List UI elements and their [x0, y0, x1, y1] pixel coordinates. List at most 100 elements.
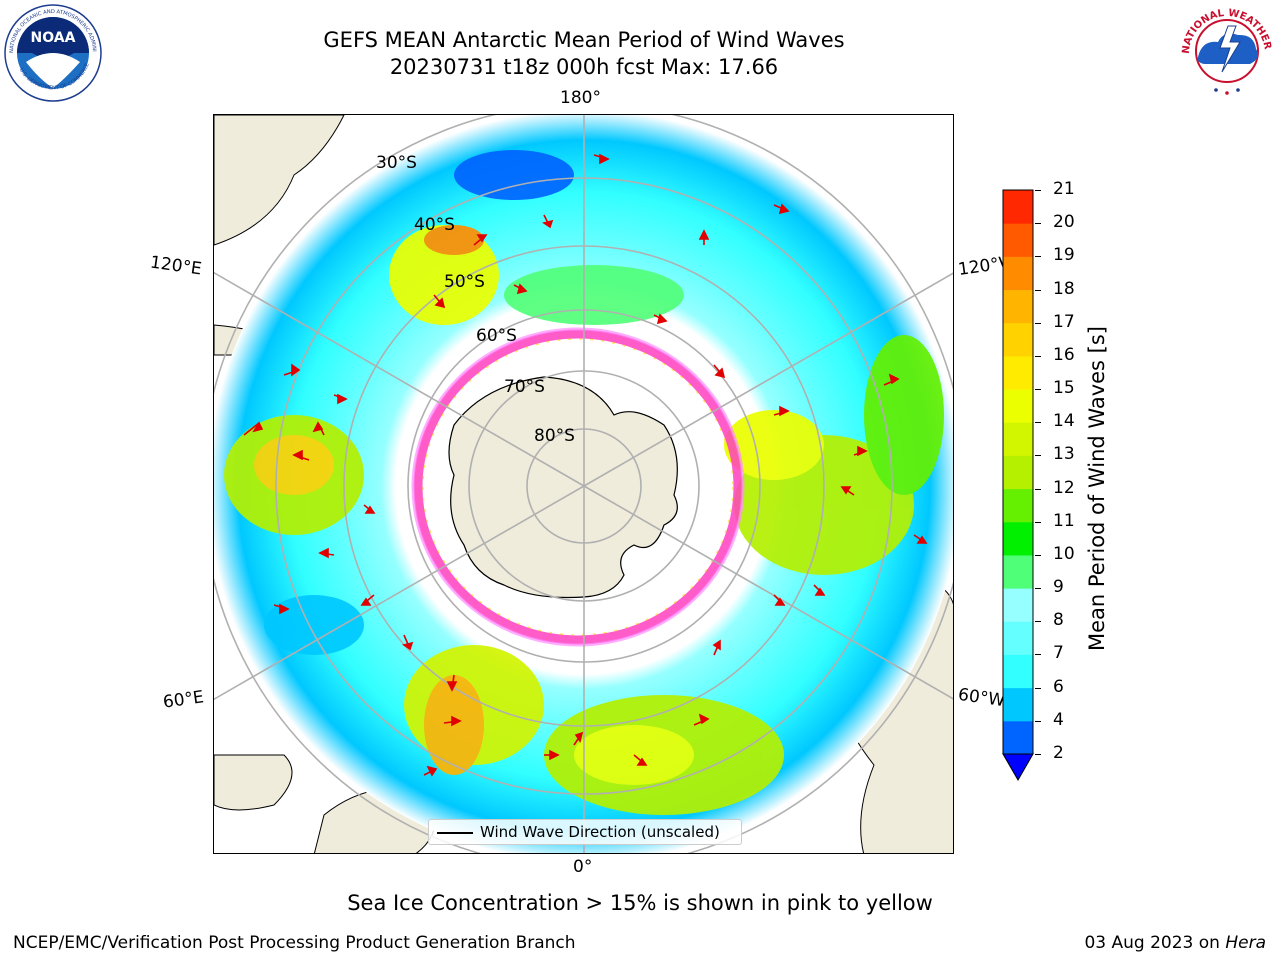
svg-text:NOAA: NOAA	[31, 30, 76, 46]
lat-label-40s: 40°S	[414, 215, 455, 235]
lon-label-120e: 120°E	[148, 252, 203, 280]
colorbar-segment	[1003, 554, 1033, 589]
wave-arrow	[402, 634, 414, 651]
colorbar-tick-label: 16	[1053, 344, 1075, 365]
colorbar-segment	[1003, 654, 1033, 689]
colorbar-tick-label: 6	[1053, 676, 1064, 697]
credit-branch: NCEP/EMC/Verification Post Processing Pr…	[13, 933, 576, 953]
colorbar-segment	[1003, 355, 1033, 390]
colorbar-segment	[1003, 289, 1033, 324]
wave-arrow	[773, 594, 786, 606]
colorbar-tick-label: 17	[1053, 311, 1075, 332]
wave-arrow	[853, 445, 868, 457]
lon-label-180: 180°	[560, 88, 601, 108]
wave-arrow	[544, 749, 560, 761]
colorbar-segment	[1003, 455, 1033, 490]
colorbar-segment	[1003, 190, 1033, 224]
colorbar-label: Mean Period of Wind Waves [s]	[1085, 326, 1109, 651]
wave-arrow	[712, 639, 721, 656]
colorbar-segment	[1003, 588, 1033, 622]
colorbar-tick-label: 20	[1053, 212, 1075, 233]
wave-arrow	[273, 603, 290, 615]
colorbar-tick-label: 21	[1053, 179, 1075, 199]
colorbar	[1001, 187, 1035, 783]
wave-arrow	[360, 594, 375, 606]
colorbar-tick-label: 8	[1053, 610, 1064, 631]
wave-arrow	[473, 234, 488, 246]
colorbar-tick-label: 14	[1053, 411, 1075, 432]
wave-arrow	[840, 486, 855, 496]
colorbar-tick-mark	[1035, 754, 1041, 755]
wave-arrow	[542, 214, 554, 229]
colorbar-segment	[1003, 521, 1033, 556]
map-title: GEFS MEAN Antarctic Mean Period of Wind …	[323, 28, 845, 52]
colorbar-tick-label: 2	[1053, 743, 1064, 763]
colorbar-tick-mark	[1035, 621, 1041, 623]
wave-arrow	[633, 754, 648, 766]
wave-arrow	[698, 229, 710, 245]
colorbar-segment	[1003, 223, 1033, 257]
colorbar-tick-mark	[1035, 322, 1041, 324]
wave-arrow	[363, 504, 376, 514]
wave-arrow	[573, 731, 584, 746]
colorbar-tick-mark	[1035, 488, 1041, 490]
colorbar-tick-mark	[1035, 720, 1041, 722]
lat-label-30s: 30°S	[376, 153, 417, 173]
sea-ice-ring	[411, 327, 745, 647]
lon-label-60w: 60°W	[956, 684, 1007, 712]
wave-arrow	[443, 715, 462, 727]
colorbar-tick-label: 10	[1053, 543, 1075, 564]
wave-arrow	[693, 713, 710, 726]
wave-arrow	[446, 674, 458, 692]
lon-label-60e: 60°E	[161, 687, 206, 713]
credit-date-host: 03 Aug 2023 on Hera	[1084, 933, 1266, 953]
credit-date: 03 Aug 2023 on	[1084, 933, 1226, 953]
colorbar-tick-mark	[1035, 289, 1041, 291]
colorbar-tick-mark	[1035, 687, 1041, 689]
wave-arrow	[423, 765, 438, 777]
colorbar-tick-label: 11	[1053, 510, 1075, 531]
legend-line-icon	[437, 832, 473, 834]
lat-label-50s: 50°S	[444, 272, 485, 292]
colorbar-tick-mark	[1035, 190, 1041, 191]
map-subtitle: 20230731 t18z 000h fcst Max: 17.66	[389, 55, 779, 79]
map-legend: Wind Wave Direction (unscaled)	[428, 819, 742, 845]
colorbar-tick-label: 18	[1053, 278, 1075, 299]
colorbar-tick-label: 13	[1053, 444, 1075, 465]
antarctica-land	[448, 376, 678, 599]
lat-label-80s: 80°S	[534, 426, 575, 446]
wave-arrow	[312, 421, 325, 436]
colorbar-tick-mark	[1035, 554, 1041, 556]
colorbar-tick-mark	[1035, 256, 1041, 258]
wind-wave-arrows	[243, 153, 928, 777]
colorbar-extend-arrow	[1002, 753, 1034, 782]
wave-arrow	[283, 363, 301, 377]
legend-label: Wind Wave Direction (unscaled)	[480, 823, 720, 841]
wave-arrow	[813, 584, 826, 596]
wave-arrow	[292, 449, 310, 461]
colorbar-tick-mark	[1035, 455, 1041, 457]
colorbar-tick-label: 7	[1053, 643, 1064, 664]
colorbar-tick-label: 15	[1053, 378, 1075, 399]
wave-arrow	[773, 405, 790, 417]
colorbar-segment	[1003, 621, 1033, 655]
colorbar-tick-mark	[1035, 389, 1041, 391]
wave-arrow	[593, 153, 610, 165]
credit-host: Hera	[1225, 933, 1266, 953]
colorbar-segment	[1003, 687, 1033, 722]
wave-arrow	[913, 534, 928, 544]
noaa-logo-icon: NOAA NATIONAL OCEANIC AND ATMOSPHERIC AD…	[1, 0, 102, 102]
wave-arrow	[773, 203, 790, 215]
colorbar-tick-label: 9	[1053, 577, 1064, 598]
colorbar-tick-mark	[1035, 654, 1041, 656]
polar-map: 30°S 40°S 50°S 60°S 70°S 80°S Wind Wave …	[213, 114, 954, 854]
wave-arrow	[433, 294, 446, 309]
wave-arrow	[713, 364, 726, 379]
colorbar-segment	[1003, 256, 1033, 291]
lon-label-0: 0°	[573, 857, 593, 877]
nws-logo-icon: NATIONAL WEATHER SERVICE	[1174, 0, 1276, 100]
colorbar-tick-mark	[1035, 355, 1041, 357]
colorbar-segment	[1003, 322, 1033, 357]
lat-label-60s: 60°S	[476, 326, 517, 346]
lat-label-70s: 70°S	[504, 377, 545, 397]
